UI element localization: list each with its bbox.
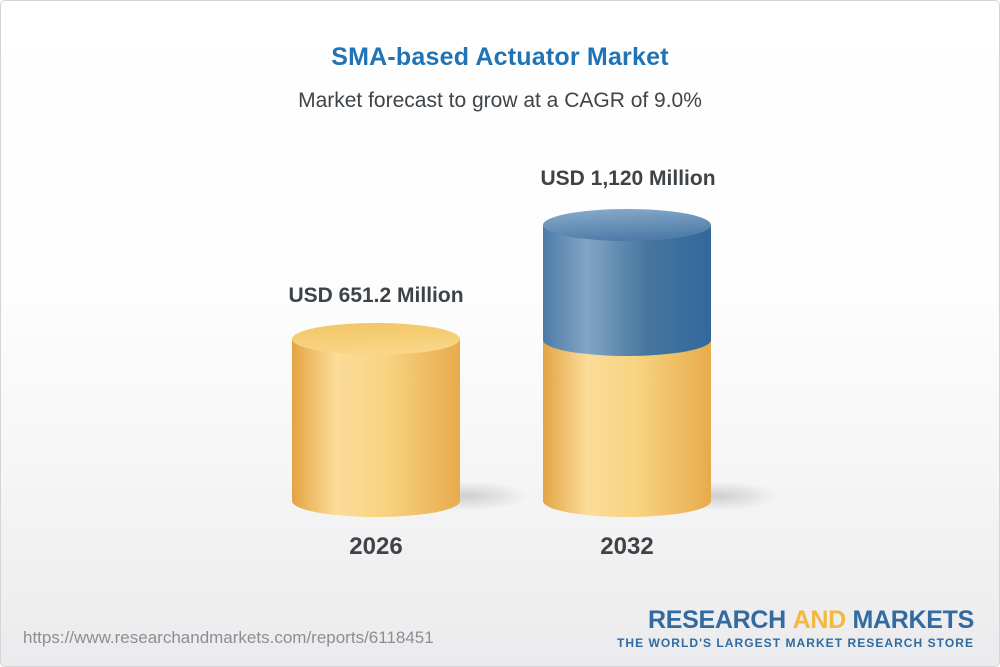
page-subtitle: Market forecast to grow at a CAGR of 9.0… xyxy=(298,89,702,112)
logo-word-research: RESEARCH xyxy=(648,606,786,634)
research-and-markets-logo: RESEARCH AND MARKETS THE WORLD'S LARGEST… xyxy=(616,608,974,651)
value-label-2032: USD 1,120 Million xyxy=(540,167,716,190)
bar-2026-cylinder xyxy=(292,323,529,517)
bar-2032-top xyxy=(543,209,711,241)
bar-2026-body xyxy=(292,339,460,517)
bar-2032-growth-segment xyxy=(543,225,711,356)
bar-2026-top xyxy=(292,323,460,355)
category-label-2026: 2026 xyxy=(349,533,403,560)
category-label-2032: 2032 xyxy=(600,533,654,560)
bar-2032-base-segment xyxy=(543,340,711,517)
page-title: SMA-based Actuator Market xyxy=(331,43,669,71)
logo-word-and: AND xyxy=(792,606,847,634)
logo-wordmark: RESEARCH AND MARKETS xyxy=(617,608,974,633)
bar-2032-cylinder xyxy=(543,209,780,517)
report-url-link[interactable]: https://www.researchandmarkets.com/repor… xyxy=(23,628,434,647)
logo-word-markets: MARKETS xyxy=(852,606,974,634)
logo-tagline: THE WORLD'S LARGEST MARKET RESEARCH STOR… xyxy=(616,636,974,650)
value-label-2026: USD 651.2 Million xyxy=(288,284,464,307)
